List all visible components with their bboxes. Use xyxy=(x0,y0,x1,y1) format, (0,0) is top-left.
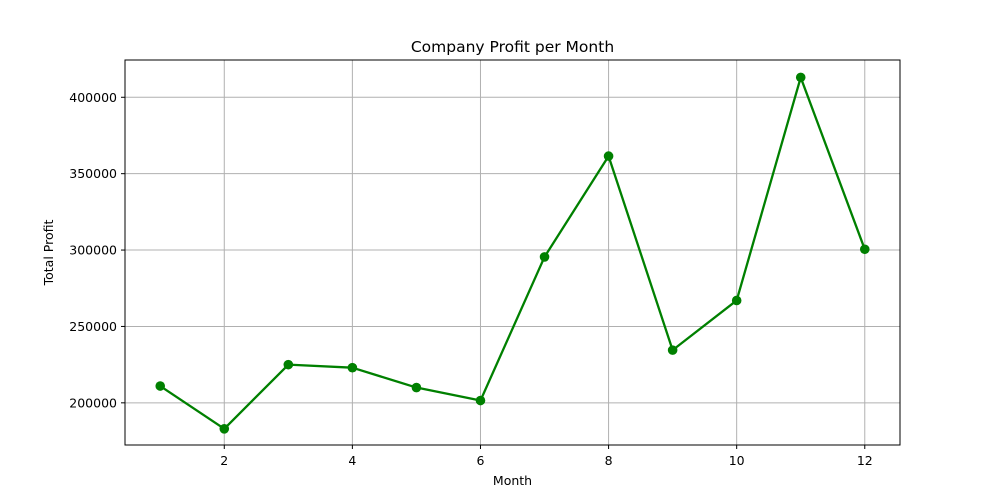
data-point xyxy=(603,151,614,161)
y-tick-label: 400000 xyxy=(69,90,117,105)
y-axis-title: Total Profit xyxy=(41,220,56,287)
y-tick-label: 350000 xyxy=(69,166,117,181)
y-tick-label: 200000 xyxy=(69,395,117,410)
grid xyxy=(125,60,900,445)
data-point xyxy=(859,244,870,255)
x-tick-label: 4 xyxy=(348,453,356,468)
data-point xyxy=(667,345,678,355)
x-tick-label: 10 xyxy=(729,453,745,468)
x-tick-label: 8 xyxy=(605,453,613,468)
x-axis-title: Month xyxy=(493,473,532,488)
x-tick-label: 6 xyxy=(476,453,484,468)
y-tick-label: 250000 xyxy=(69,319,117,334)
data-point xyxy=(219,424,230,434)
data-point xyxy=(731,295,742,306)
x-tick-label: 2 xyxy=(220,453,228,468)
axes-frame xyxy=(124,59,901,446)
data-point xyxy=(347,362,358,373)
chart-title: Company Profit per Month xyxy=(411,38,614,56)
data-point xyxy=(795,72,806,83)
x-tick-label: 12 xyxy=(857,453,873,468)
ticks: 2 4 6 8 10 12 200000 250000 300000 350000 400000 xyxy=(69,90,872,468)
data-point xyxy=(411,382,422,393)
data-point xyxy=(539,252,550,262)
data-point xyxy=(155,381,166,391)
series-line xyxy=(159,76,866,430)
data-point xyxy=(475,395,486,406)
y-tick-label: 300000 xyxy=(69,243,117,258)
series-layer xyxy=(155,72,870,434)
data-point xyxy=(283,359,294,370)
